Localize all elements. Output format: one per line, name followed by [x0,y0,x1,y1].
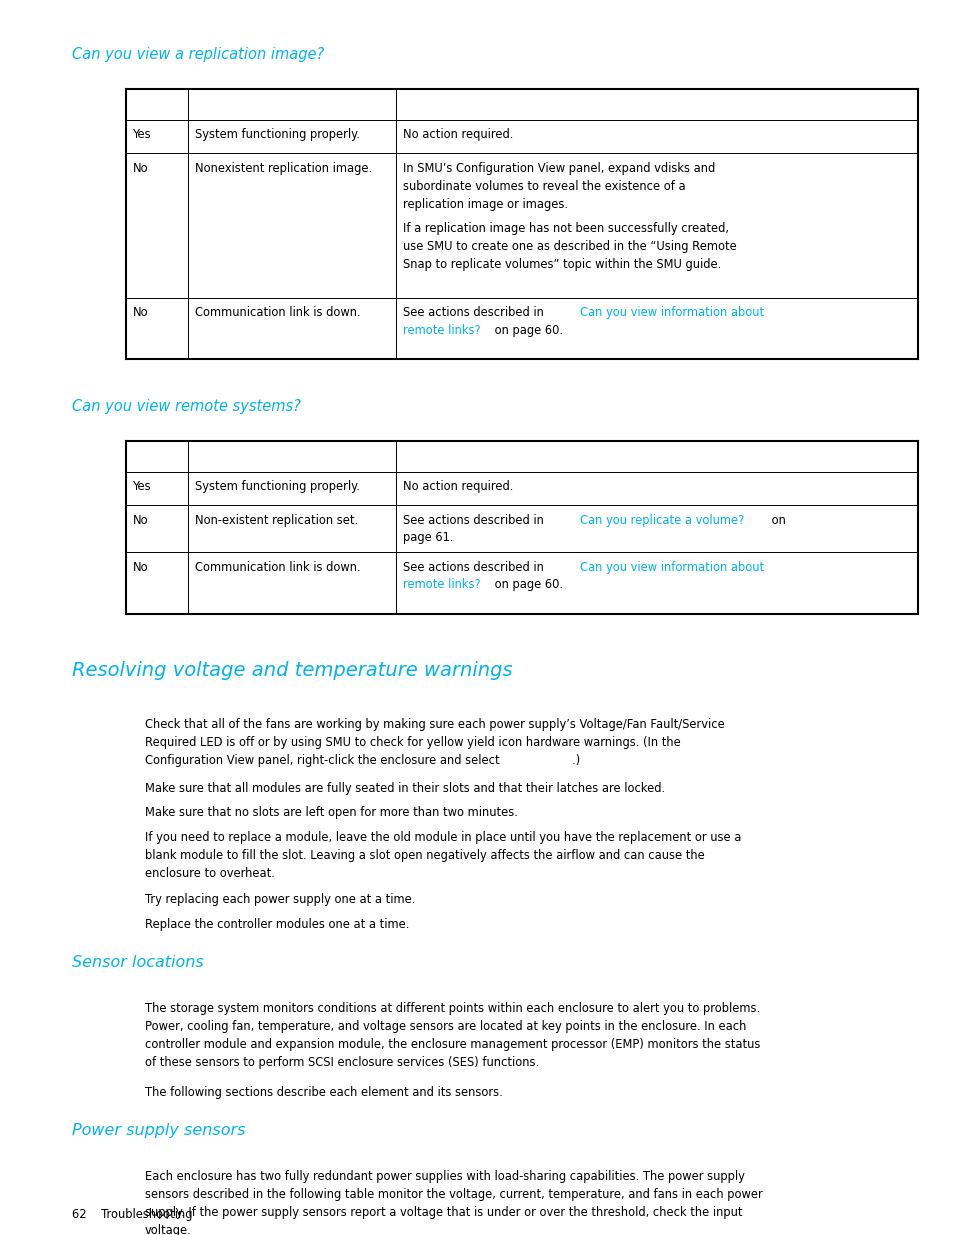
Text: No: No [132,306,148,320]
Text: System functioning properly.: System functioning properly. [194,480,359,494]
Text: If you need to replace a module, leave the old module in place until you have th: If you need to replace a module, leave t… [145,831,740,881]
Text: Try replacing each power supply one at a time.: Try replacing each power supply one at a… [145,893,415,906]
Text: Make sure that no slots are left open for more than two minutes.: Make sure that no slots are left open fo… [145,806,517,820]
Text: Replace the controller modules one at a time.: Replace the controller modules one at a … [145,918,409,931]
Text: No: No [132,514,148,527]
Text: See actions described in: See actions described in [402,561,546,574]
Text: Non-existent replication set.: Non-existent replication set. [194,514,357,527]
Text: System functioning properly.: System functioning properly. [194,128,359,142]
Text: Nonexistent replication image.: Nonexistent replication image. [194,162,372,175]
Text: remote links?: remote links? [402,324,479,337]
Text: No action required.: No action required. [402,480,513,494]
Text: Make sure that all modules are fully seated in their slots and that their latche: Make sure that all modules are fully sea… [145,782,664,795]
Text: The storage system monitors conditions at different points within each enclosure: The storage system monitors conditions a… [145,1002,760,1068]
Text: Can you replicate a volume?: Can you replicate a volume? [579,514,743,527]
Text: Check that all of the fans are working by making sure each power supply’s Voltag: Check that all of the fans are working b… [145,718,724,767]
Text: page 61.: page 61. [402,531,453,545]
Text: Sensor locations: Sensor locations [71,955,203,969]
Text: No: No [132,162,148,175]
Text: Each enclosure has two fully redundant power supplies with load-sharing capabili: Each enclosure has two fully redundant p… [145,1170,762,1235]
Text: Can you view a replication image?: Can you view a replication image? [71,47,323,62]
Text: Can you view information about: Can you view information about [579,561,763,574]
Text: Can you view remote systems?: Can you view remote systems? [71,399,300,414]
Text: on: on [767,514,785,527]
Text: on page 60.: on page 60. [491,324,562,337]
Text: Yes: Yes [132,480,152,494]
Text: Yes: Yes [132,128,152,142]
Text: Resolving voltage and temperature warnings: Resolving voltage and temperature warnin… [71,661,512,679]
Text: If a replication image has not been successfully created,
use SMU to create one : If a replication image has not been succ… [402,222,736,272]
Text: No: No [132,561,148,574]
Text: No action required.: No action required. [402,128,513,142]
Text: See actions described in: See actions described in [402,306,546,320]
Text: Communication link is down.: Communication link is down. [194,561,360,574]
Text: See actions described in: See actions described in [402,514,546,527]
Text: remote links?: remote links? [402,578,479,592]
Text: The following sections describe each element and its sensors.: The following sections describe each ele… [145,1086,502,1099]
Text: 62    Troubleshooting: 62 Troubleshooting [71,1208,192,1221]
Text: Communication link is down.: Communication link is down. [194,306,360,320]
Text: Power supply sensors: Power supply sensors [71,1123,245,1137]
Text: Can you view information about: Can you view information about [579,306,763,320]
Text: on page 60.: on page 60. [491,578,562,592]
Text: In SMU’s Configuration View panel, expand vdisks and
subordinate volumes to reve: In SMU’s Configuration View panel, expan… [402,162,714,211]
